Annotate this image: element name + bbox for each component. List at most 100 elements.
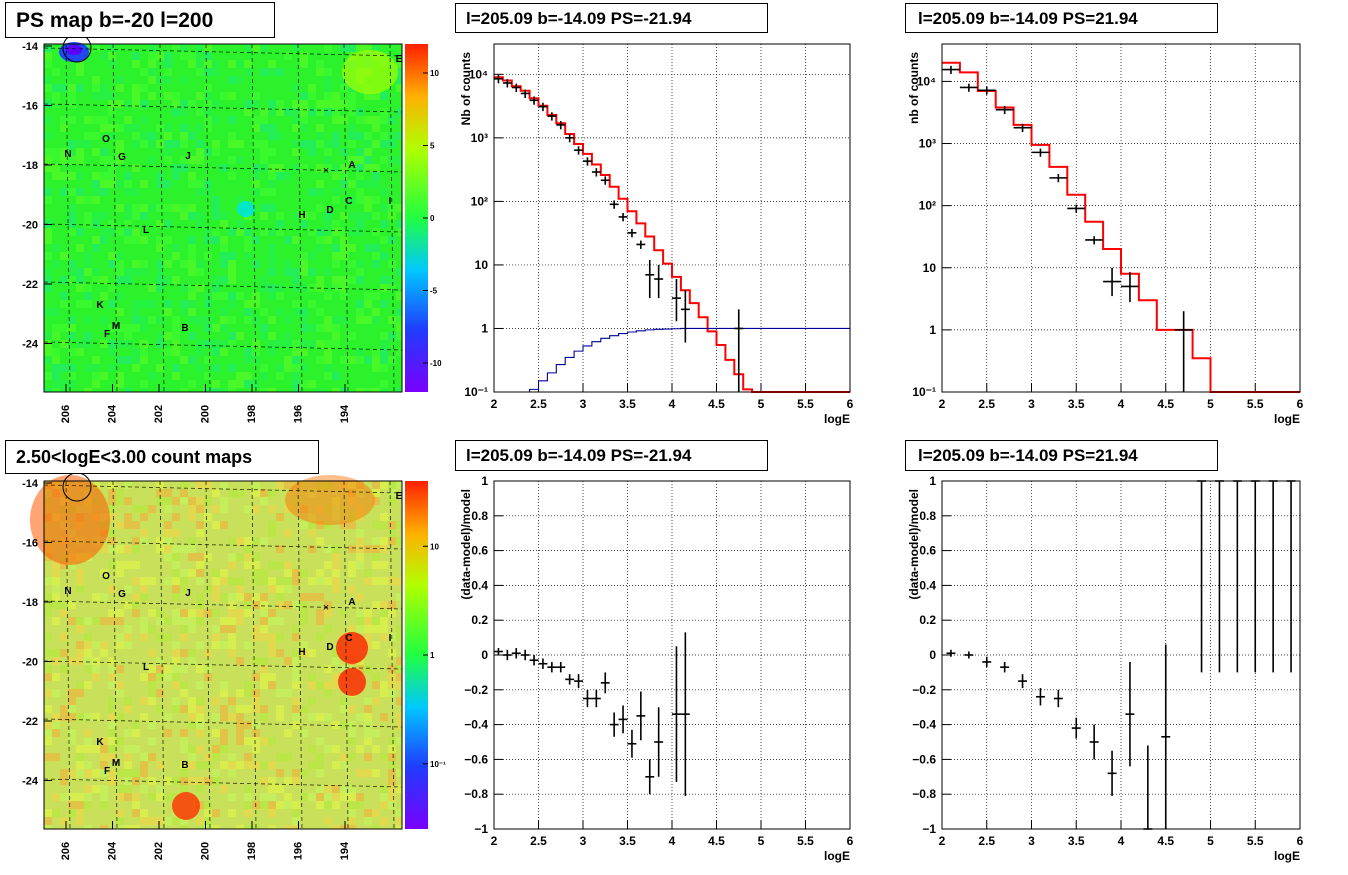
map-x-tick-label: 206 [60, 405, 72, 423]
map-pixel [220, 713, 228, 721]
map-pixel [268, 180, 276, 188]
map-pixel [308, 300, 316, 308]
map-pixel [172, 108, 180, 116]
map-pixel [92, 44, 100, 52]
map-pixel [92, 132, 100, 140]
map-pixel [356, 212, 364, 220]
map-pixel [116, 276, 124, 284]
map-pixel [252, 180, 260, 188]
map-pixel [220, 244, 228, 252]
map-pixel [396, 324, 402, 332]
x-tick-label: 2 [491, 834, 498, 848]
map-pixel [380, 92, 388, 100]
x-tick-label: 3 [580, 834, 587, 848]
map-pixel [116, 689, 124, 697]
y-tick-label: 10³ [471, 131, 488, 145]
x-tick-label: 5.5 [797, 397, 814, 411]
map-pixel [108, 44, 116, 52]
map-pixel [300, 705, 308, 713]
map-pixel [356, 505, 364, 513]
map-pixel [388, 785, 396, 793]
map-pixel [356, 300, 364, 308]
map-pixel [196, 156, 204, 164]
map-pixel [220, 761, 228, 769]
map-pixel [244, 609, 252, 617]
map-pixel [356, 356, 364, 364]
map-pixel [44, 276, 52, 284]
map-pixel [276, 292, 284, 300]
map-pixel [108, 284, 116, 292]
map-pixel [140, 769, 148, 777]
map-y-tick-label: -22 [22, 279, 38, 291]
map-pixel [196, 729, 204, 737]
map-pixel [132, 60, 140, 68]
map-pixel [316, 481, 324, 489]
map-pixel [148, 505, 156, 513]
map-pixel [260, 625, 268, 633]
map-pixel [188, 212, 196, 220]
map-pixel [188, 132, 196, 140]
map-pixel [324, 212, 332, 220]
map-pixel [348, 481, 356, 489]
map-pixel [92, 380, 100, 388]
map-pixel [364, 633, 372, 641]
map-pixel [308, 649, 316, 657]
y-tick-label: 1 [481, 321, 488, 335]
map-pixel [324, 561, 332, 569]
map-pixel [172, 348, 180, 356]
map-pixel [68, 809, 76, 817]
map-pixel [124, 324, 132, 332]
map-pixel [188, 300, 196, 308]
map-pixel [92, 785, 100, 793]
map-pixel [148, 697, 156, 705]
map-pixel [220, 497, 228, 505]
map-pixel [372, 521, 380, 529]
source-label-k: K [96, 737, 104, 748]
map-pixel [348, 497, 356, 505]
map-pixel [236, 617, 244, 625]
map-pixel [52, 260, 60, 268]
map-pixel [372, 124, 380, 132]
map-pixel [388, 284, 396, 292]
y-tick-label: −0.2 [912, 683, 936, 697]
map-pixel [180, 817, 188, 825]
map-pixel [52, 753, 60, 761]
map-pixel [84, 793, 92, 801]
map-pixel [156, 489, 164, 497]
map-pixel [308, 340, 316, 348]
map-pixel [124, 276, 132, 284]
map-pixel [116, 268, 124, 276]
map-pixel [164, 156, 172, 164]
map-pixel [60, 633, 68, 641]
map-pixel [372, 92, 380, 100]
map-pixel [164, 332, 172, 340]
map-pixel [140, 697, 148, 705]
map-pixel [244, 68, 252, 76]
map-x-tick-label: 196 [292, 842, 304, 860]
map-pixel [292, 124, 300, 132]
map-pixel [300, 100, 308, 108]
map-pixel [108, 681, 116, 689]
map-pixel [252, 697, 260, 705]
map-pixel [332, 801, 340, 809]
map-pixel [252, 505, 260, 513]
map-pixel [92, 673, 100, 681]
map-pixel [324, 521, 332, 529]
map-pixel [388, 601, 396, 609]
map-pixel [196, 92, 204, 100]
map-pixel [108, 348, 116, 356]
map-pixel [244, 60, 252, 68]
map-pixel [372, 388, 380, 392]
map-pixel [44, 268, 52, 276]
map-pixel [148, 284, 156, 292]
map-pixel [180, 577, 188, 585]
map-pixel [180, 156, 188, 164]
map-pixel [212, 228, 220, 236]
map-pixel [52, 332, 60, 340]
map-pixel [340, 665, 348, 673]
map-pixel [132, 164, 140, 172]
map-pixel [284, 52, 292, 60]
map-pixel [52, 569, 60, 577]
map-pixel [212, 729, 220, 737]
